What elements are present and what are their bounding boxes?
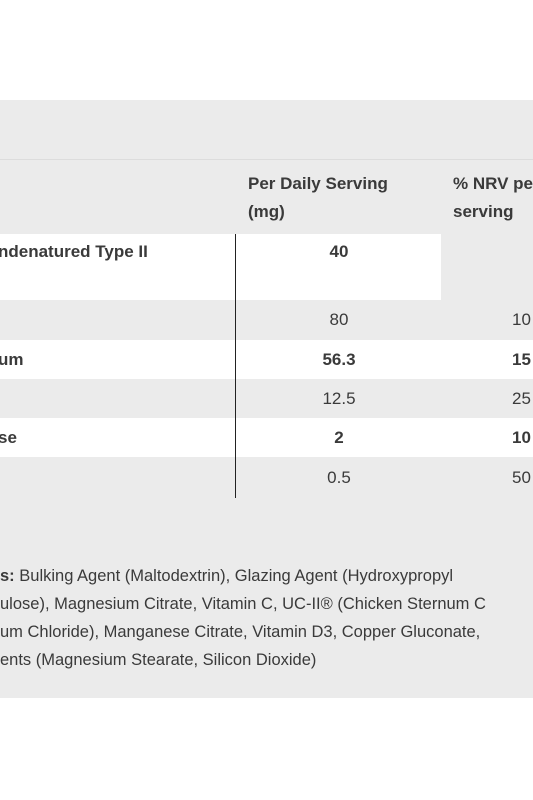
ingredient-name-line1: ndenatured Type II: [0, 242, 148, 261]
ingredients-line-2: ulose), Magnesium Citrate, Vitamin C, UC…: [0, 595, 486, 613]
nutrition-panel: Per Daily Serving (mg) % NRV pe serving …: [0, 100, 533, 698]
per-daily-serving-header: Per Daily Serving (mg): [248, 170, 388, 226]
ingredient-name: ndenatured Type II: [0, 240, 148, 264]
ingredients-line-1-text: Bulking Agent (Maltodextrin), Glazing Ag…: [14, 567, 454, 585]
table-row: 80 10: [0, 300, 533, 339]
nrv-value: 10: [512, 310, 531, 329]
nrv-header-line1: % NRV pe: [453, 174, 533, 193]
per-serving-value: 2: [334, 428, 344, 447]
ingredients-line-4: ents (Magnesium Stearate, Silicon Dioxid…: [0, 651, 317, 669]
table-row: [0, 234, 441, 300]
ingredients-label: s:: [0, 567, 15, 585]
per-serving-value: 56.3: [322, 350, 356, 369]
ingredient-name: um: [0, 350, 24, 369]
table-row: 0.5 50: [0, 458, 533, 497]
per-serving-header-line2: (mg): [248, 202, 285, 221]
nrv-value: 15: [512, 350, 531, 369]
nrv-value: 10: [512, 428, 531, 447]
table-row: um 56.3 15: [0, 340, 533, 379]
per-serving-value: 12.5: [322, 389, 356, 408]
ingredients-line-1: s: Bulking Agent (Maltodextrin), Glazing…: [0, 562, 533, 590]
nrv-value: 25: [512, 389, 531, 408]
per-serving-value: 80: [329, 310, 349, 329]
ingredient-name: se: [0, 428, 17, 447]
table-row: 12.5 25: [0, 379, 533, 418]
ingredients-line-3: um Chloride), Manganese Citrate, Vitamin…: [0, 623, 481, 641]
ingredients-text: s: Bulking Agent (Maltodextrin), Glazing…: [0, 562, 533, 674]
table-header-row: Per Daily Serving (mg) % NRV pe serving: [0, 159, 533, 234]
nrv-header-line2: serving: [453, 202, 514, 221]
table-row: se 2 10: [0, 418, 533, 457]
per-serving-header-line1: Per Daily Serving: [248, 174, 388, 193]
nrv-header: % NRV pe serving: [453, 170, 533, 226]
per-serving-value: 0.5: [327, 468, 351, 487]
nrv-value: 50: [512, 468, 531, 487]
per-serving-value: 40: [329, 242, 349, 261]
column-divider: [235, 234, 236, 498]
